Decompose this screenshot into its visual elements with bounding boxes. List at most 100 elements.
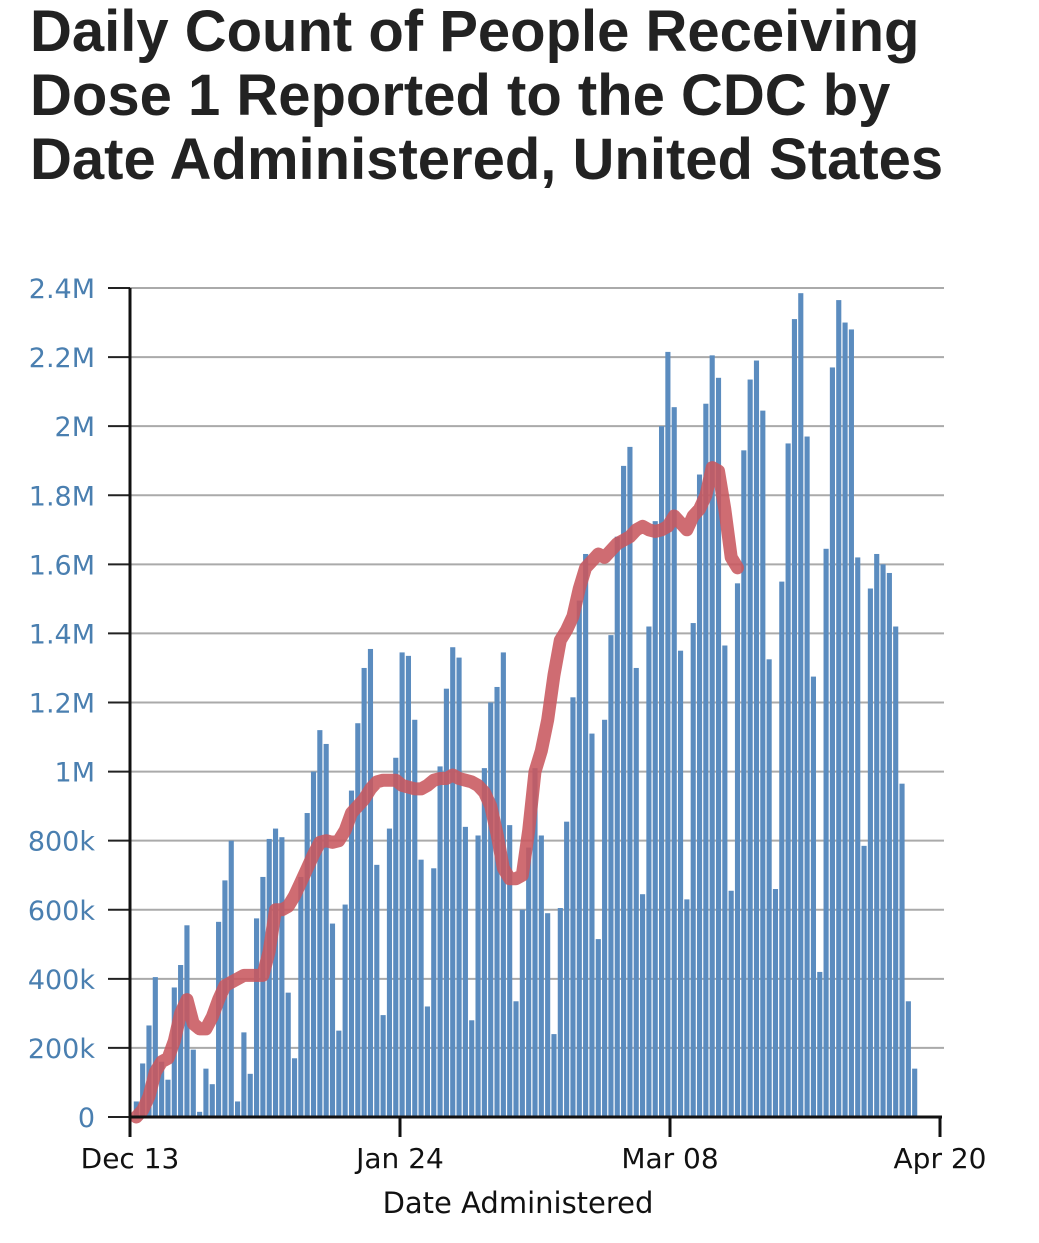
bar	[621, 465, 627, 1117]
bar	[899, 783, 905, 1117]
bar	[785, 443, 791, 1117]
bar	[412, 719, 418, 1117]
y-tick-label: 1.2M	[29, 689, 95, 720]
bar	[336, 1030, 342, 1117]
bar	[614, 536, 620, 1117]
bar	[507, 825, 513, 1117]
bar	[829, 367, 835, 1118]
bar	[772, 889, 779, 1117]
bar	[886, 572, 892, 1117]
bar	[532, 768, 538, 1117]
bar	[279, 837, 285, 1117]
bar	[304, 813, 310, 1117]
bar	[646, 626, 652, 1117]
bar	[443, 688, 449, 1117]
bar	[253, 918, 260, 1117]
bar	[842, 322, 848, 1118]
bar	[235, 1101, 241, 1117]
bar	[203, 1068, 209, 1117]
bar	[450, 647, 456, 1117]
bar	[405, 655, 412, 1117]
bar	[310, 771, 317, 1117]
bar	[329, 923, 336, 1117]
bar	[690, 623, 696, 1117]
x-tick-label: Dec 13	[81, 1142, 180, 1175]
bar	[779, 581, 785, 1117]
y-tick-label: 600k	[28, 896, 96, 927]
bar	[494, 686, 500, 1117]
bar	[722, 645, 728, 1117]
bar	[260, 876, 266, 1117]
bar	[583, 553, 589, 1117]
y-tick-labels: 0 200k 400k 600k 800k 1M 1.2M 1.4M 1.6M 1.8M 2M 2.2…	[28, 274, 96, 1134]
bar	[861, 845, 867, 1117]
y-tick-label: 2M	[55, 412, 95, 443]
bar	[165, 1079, 171, 1117]
bar	[526, 847, 532, 1117]
bar	[266, 838, 272, 1117]
bar	[836, 300, 842, 1117]
bar	[355, 723, 361, 1117]
bar	[323, 743, 329, 1117]
bar	[564, 821, 570, 1117]
bar	[633, 667, 639, 1117]
bar	[753, 360, 760, 1118]
y-tick-label: 200k	[28, 1034, 96, 1065]
bar	[469, 1020, 475, 1117]
y-tick-label: 1.6M	[29, 550, 95, 581]
bar	[342, 904, 348, 1117]
bar	[627, 446, 633, 1117]
bar	[658, 426, 665, 1118]
bar-series	[133, 293, 918, 1118]
bar	[602, 719, 608, 1117]
bar	[665, 351, 671, 1117]
bar	[551, 1034, 557, 1117]
bar	[608, 635, 614, 1117]
bar	[424, 1006, 430, 1117]
bar	[399, 652, 405, 1117]
bar	[462, 826, 468, 1117]
bar	[848, 329, 854, 1117]
bar	[272, 828, 279, 1117]
bar	[285, 992, 291, 1117]
bar	[912, 1068, 918, 1117]
bar	[798, 293, 804, 1117]
bar	[456, 657, 462, 1117]
bar	[570, 697, 576, 1117]
bar	[867, 588, 873, 1117]
bar	[696, 474, 703, 1117]
bar	[747, 379, 753, 1118]
bar	[291, 1058, 298, 1117]
bar	[557, 908, 563, 1117]
bar	[418, 859, 424, 1117]
bar	[538, 835, 544, 1117]
bar	[437, 766, 443, 1117]
bar	[298, 876, 304, 1117]
bar	[760, 410, 766, 1117]
bar	[703, 403, 709, 1117]
bar	[481, 768, 487, 1117]
y-tick-label: 1M	[55, 758, 95, 789]
y-tick-label: 2.2M	[29, 343, 95, 374]
bar	[589, 733, 595, 1117]
bar	[348, 790, 355, 1117]
bar	[874, 553, 880, 1117]
bar	[893, 626, 899, 1117]
bar	[431, 868, 437, 1117]
bar	[475, 835, 481, 1117]
bar	[216, 921, 222, 1117]
bar	[652, 521, 658, 1117]
bar	[734, 583, 741, 1117]
bar	[159, 1061, 165, 1117]
bar	[140, 1063, 146, 1117]
bar	[386, 828, 393, 1117]
y-tick-label: 1.4M	[29, 619, 95, 650]
x-tick-label: Mar 08	[621, 1142, 718, 1175]
bar	[374, 864, 380, 1117]
bar	[741, 450, 747, 1117]
bar	[209, 1084, 215, 1117]
y-tick-label: 1.8M	[29, 481, 95, 512]
bar	[241, 1032, 247, 1117]
bar	[671, 407, 677, 1117]
x-tick-label: Jan 24	[354, 1142, 444, 1175]
